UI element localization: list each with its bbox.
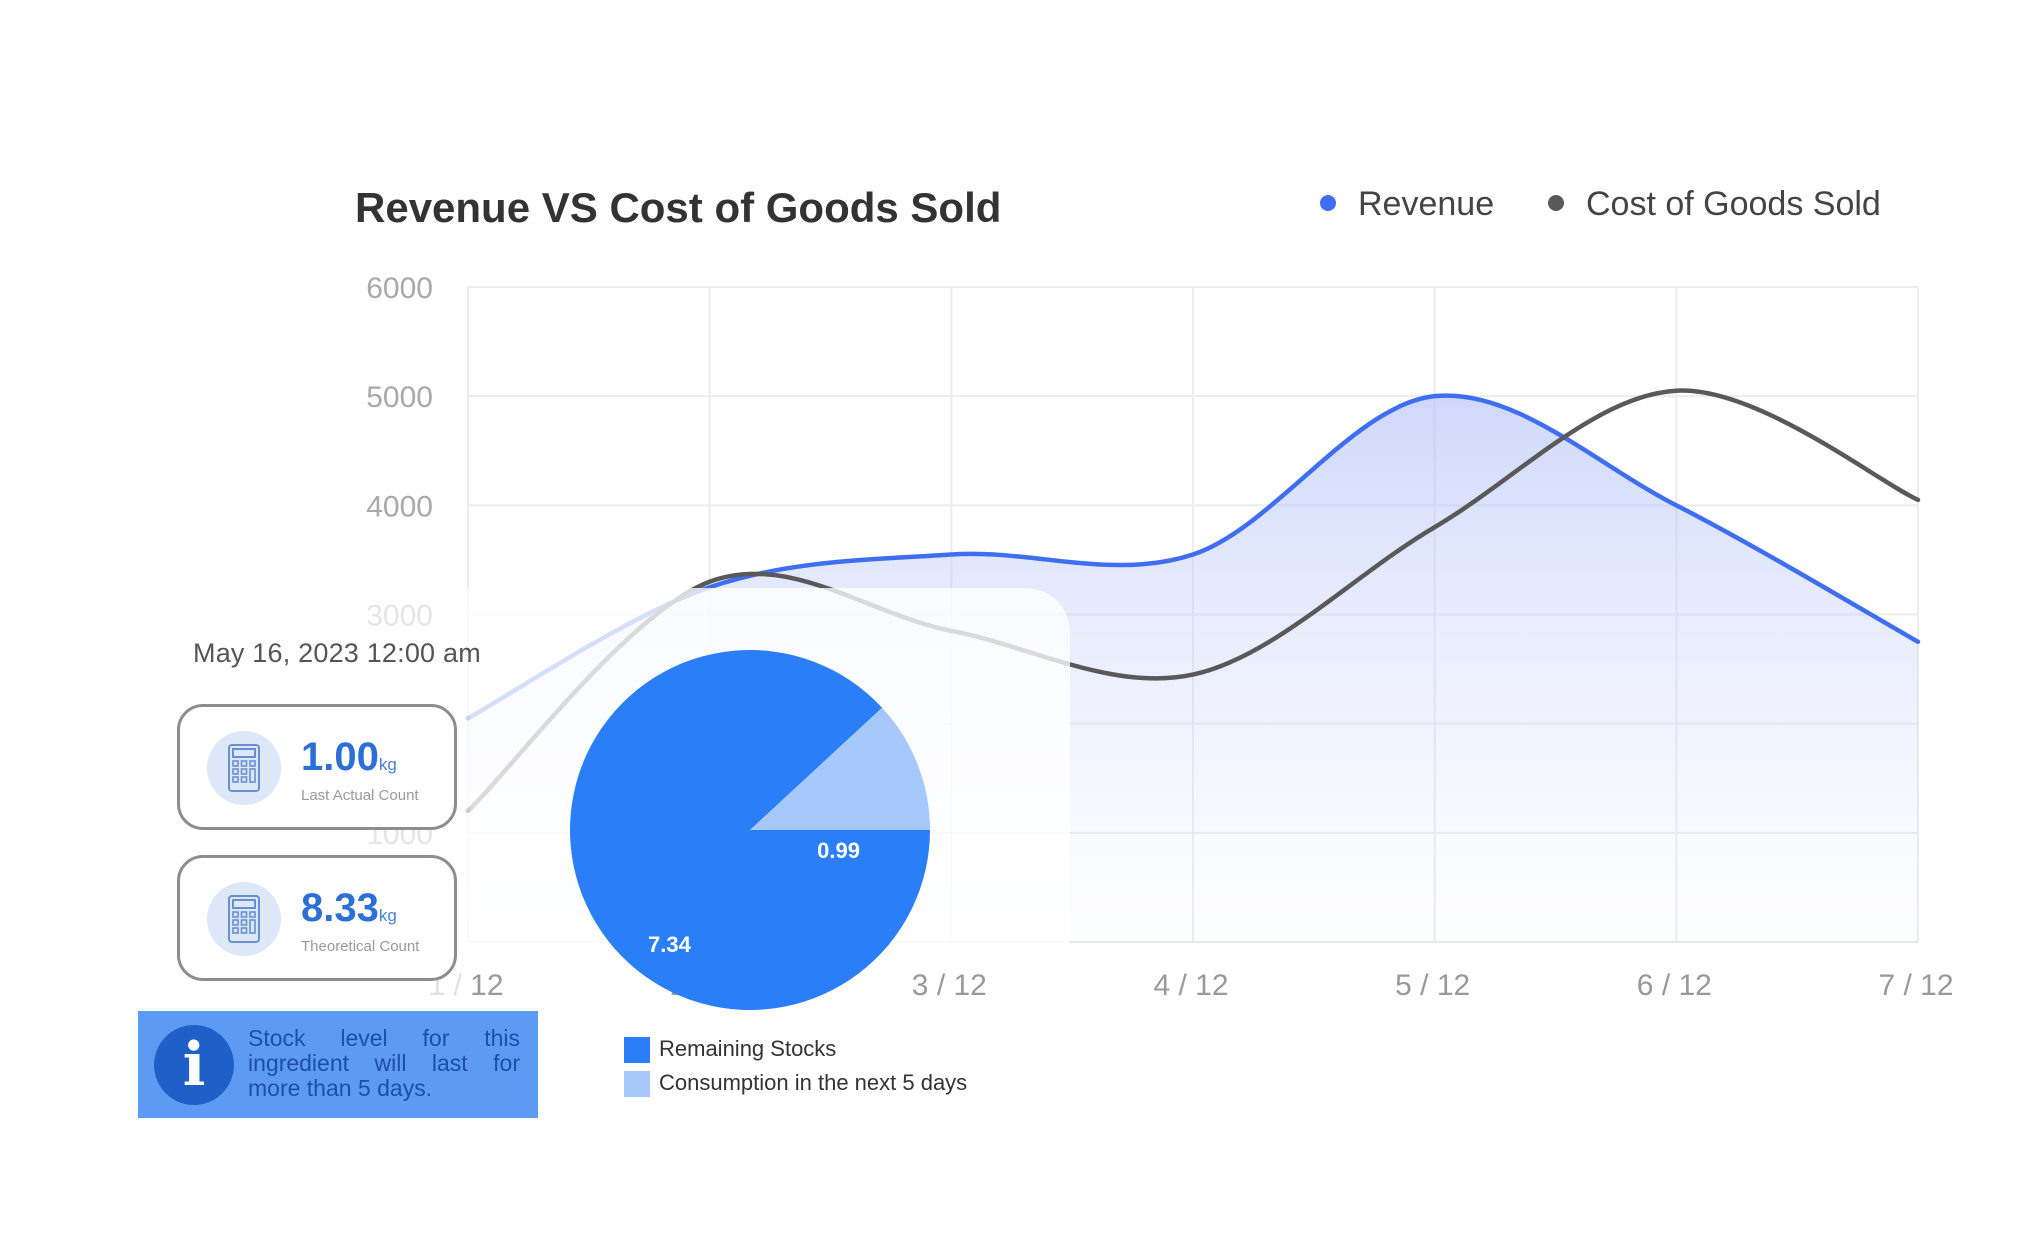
calculator-icon xyxy=(207,882,281,956)
theoretical-count-card: 8.33kg Theoretical Count xyxy=(177,855,457,981)
last-actual-count-value: 1.00kg xyxy=(301,735,397,779)
theoretical-count-unit: kg xyxy=(378,906,397,925)
count-timestamp: May 16, 2023 12:00 am xyxy=(193,638,481,668)
y-tick-label: 5000 xyxy=(366,381,433,414)
stock-info-banner: i Stock level for this ingredient will l… xyxy=(138,1011,538,1118)
last-actual-count-unit: kg xyxy=(378,755,397,774)
legend-swatch-remaining xyxy=(624,1037,650,1063)
legend-label-consumption: Consumption in the next 5 days xyxy=(659,1070,968,1095)
legend-label-remaining: Remaining Stocks xyxy=(659,1036,837,1061)
stock-pie-chart: 7.34 0.99 xyxy=(570,650,930,1010)
revenue-line xyxy=(465,393,1921,721)
cost-of-goods-sold-line xyxy=(465,388,1921,814)
legend-label-cost-of-goods-sold: Cost of Goods Sold xyxy=(1586,185,1881,223)
stock-info-text: Stock level for this ingredient will las… xyxy=(248,1025,520,1101)
last-actual-count-label: Last Actual Count xyxy=(301,787,419,804)
x-tick-label: 5 / 12 xyxy=(1395,969,1470,1002)
info-icon: i xyxy=(154,1025,234,1105)
legend-swatch-consumption xyxy=(624,1071,650,1097)
legend-marker-cost-of-goods-sold xyxy=(1548,195,1564,211)
theoretical-count-label: Theoretical Count xyxy=(301,938,420,955)
calculator-icon xyxy=(207,731,281,805)
theoretical-count-value: 8.33kg xyxy=(301,886,397,930)
chart-title: Revenue VS Cost of Goods Sold xyxy=(355,184,1001,231)
y-tick-label: 6000 xyxy=(366,272,433,305)
chart-legend: Revenue Cost of Goods Sold xyxy=(1320,185,1881,223)
info-icon-glyph: i xyxy=(182,1030,206,1100)
pie-value-consumption: 0.99 xyxy=(817,838,860,863)
x-tick-label: 7 / 12 xyxy=(1878,969,1953,1002)
pie-slice-consumption-in-the-next-5-days xyxy=(750,707,930,830)
y-tick-label: 4000 xyxy=(366,490,433,523)
x-tick-label: 4 / 12 xyxy=(1153,969,1228,1002)
legend-label-revenue: Revenue xyxy=(1358,185,1494,223)
last-actual-count-card: 1.00kg Last Actual Count xyxy=(177,704,457,830)
x-tick-label: 3 / 12 xyxy=(912,969,987,1002)
x-tick-label: 6 / 12 xyxy=(1637,969,1712,1002)
legend-marker-revenue xyxy=(1320,195,1336,211)
pie-value-remaining: 7.34 xyxy=(648,932,692,957)
